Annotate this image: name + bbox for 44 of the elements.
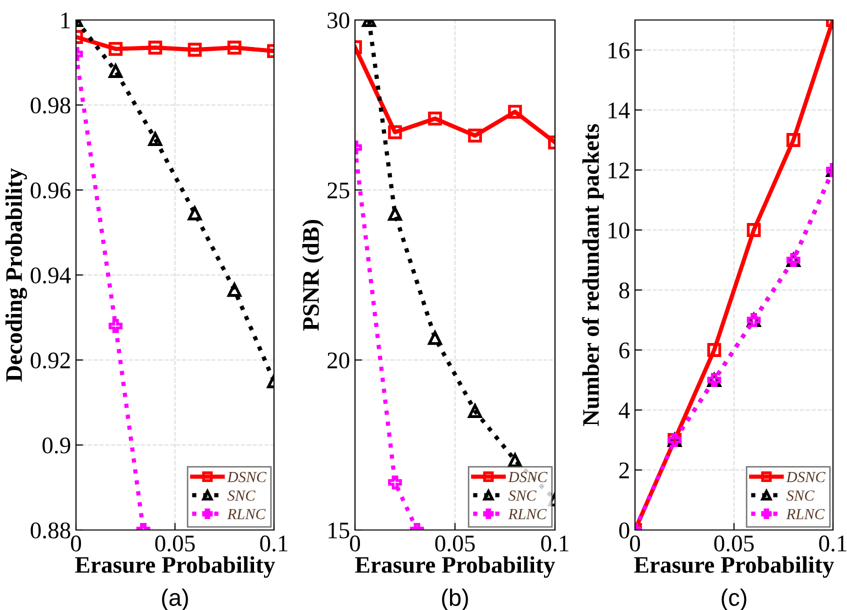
- y-axis-title: Decoding Probability: [5, 168, 28, 382]
- y-tick-label: 25: [328, 182, 350, 198]
- x-tick-label: 0.05: [435, 536, 475, 552]
- y-tick-label: 2: [619, 462, 629, 478]
- legend-label: RLNC: [786, 508, 825, 520]
- x-tick-label: 0: [350, 536, 360, 552]
- y-tick-label: 20: [328, 352, 350, 368]
- y-tick-label: 8: [619, 282, 630, 298]
- legend-label: RLNC: [508, 508, 547, 520]
- x-tick-label: 0.05: [714, 536, 754, 552]
- y-tick-label: 0.96: [30, 182, 70, 199]
- y-tick-label: 30: [328, 12, 350, 28]
- y-tick-label: 0.94: [30, 267, 71, 284]
- y-tick-label: 12: [608, 162, 629, 178]
- y-tick-label: 0.88: [30, 522, 70, 539]
- y-tick-label: 1: [61, 12, 70, 28]
- x-tick-label: 0: [70, 536, 82, 552]
- y-tick-label: 6: [619, 342, 630, 358]
- y-tick-label: 0: [619, 522, 630, 538]
- x-axis-title: Erasure Probability: [75, 556, 276, 578]
- x-axis-title: Erasure Probability: [355, 556, 556, 578]
- y-tick-label: 0.9: [42, 437, 70, 454]
- y-tick-label: 0.98: [30, 97, 70, 114]
- legend-label: DSNC: [227, 472, 266, 482]
- legend-label: DSNC: [786, 472, 826, 482]
- legend-label: DSNC: [508, 472, 548, 482]
- y-tick-label: 14: [608, 102, 630, 118]
- legend-label: SNC: [508, 490, 536, 501]
- y-tick-label: 0.92: [30, 352, 70, 369]
- y-tick-label: 4: [618, 402, 630, 418]
- x-tick-label: 0: [630, 536, 640, 552]
- legend-label: SNC: [227, 490, 256, 501]
- y-axis-title: PSNR (dB): [302, 220, 324, 331]
- y-tick-label: 15: [328, 522, 350, 538]
- x-tick-label: 0.05: [155, 536, 195, 552]
- x-tick-label: 0.1: [260, 536, 288, 552]
- x-tick-label: 0.1: [819, 536, 846, 552]
- x-axis-title: Erasure Probability: [634, 556, 834, 578]
- y-axis-title: Number of redundant packets: [582, 124, 604, 426]
- legend-label: RLNC: [227, 508, 266, 520]
- legend-label: SNC: [786, 490, 814, 501]
- y-tick-label: 16: [608, 42, 630, 58]
- y-tick-label: 10: [608, 222, 630, 238]
- x-tick-label: 0.1: [541, 536, 568, 552]
